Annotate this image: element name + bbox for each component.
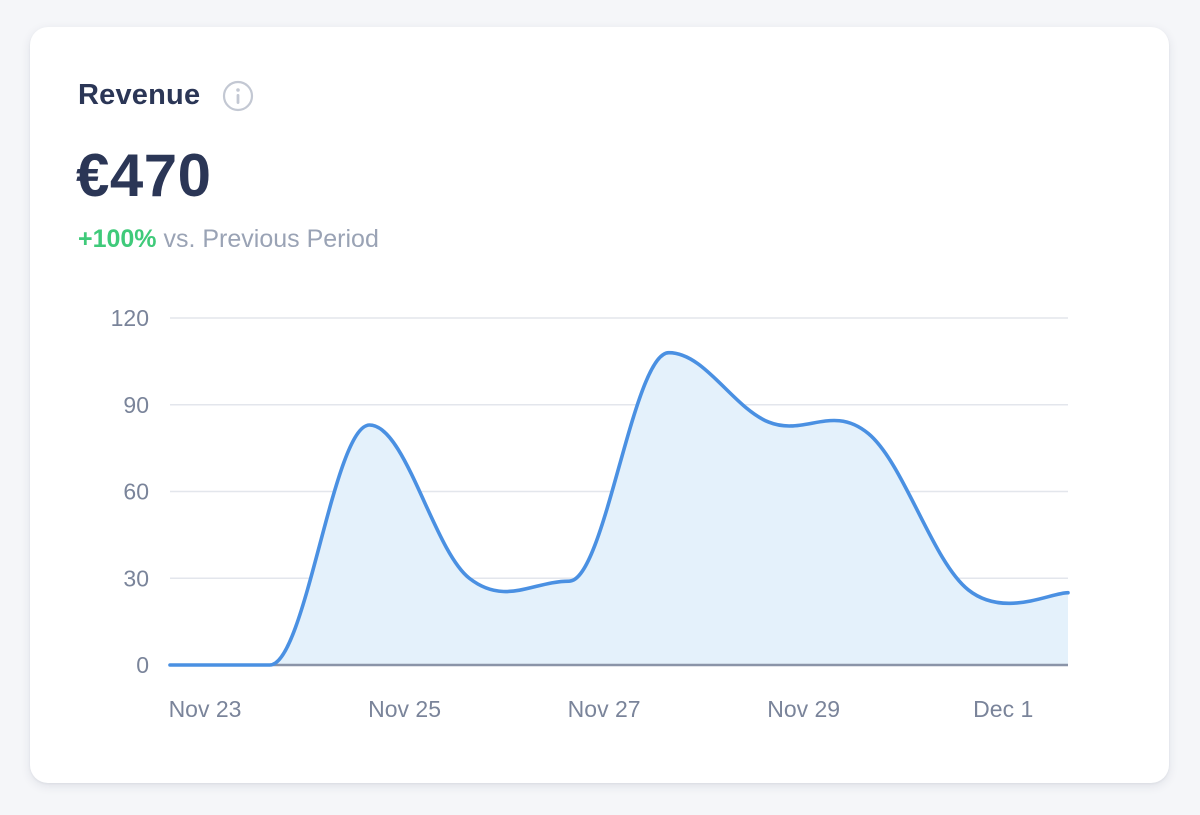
info-icon[interactable] xyxy=(222,80,254,112)
y-tick-label: 120 xyxy=(111,305,149,331)
series-area xyxy=(170,352,1068,665)
chart-svg: 0 30 60 90 120 Nov 23 Nov 25 Nov 27 Nov 29 Dec 1 xyxy=(111,305,1070,722)
x-tick-label: Nov 23 xyxy=(169,696,242,722)
card-title: Revenue xyxy=(78,79,201,111)
x-tick-label: Dec 1 xyxy=(973,696,1033,722)
change-percent: +100% xyxy=(78,225,157,253)
x-tick-label: Nov 29 xyxy=(767,696,840,722)
y-tick-label: 60 xyxy=(123,479,149,505)
revenue-amount: €470 xyxy=(76,142,212,209)
period-comparison: +100% vs. Previous Period xyxy=(78,225,379,254)
y-tick-label: 90 xyxy=(123,392,149,418)
card-header: Revenue xyxy=(78,79,254,112)
revenue-card: Revenue €470 +100% vs. Previous Period 0… xyxy=(30,27,1169,783)
x-tick-label: Nov 25 xyxy=(368,696,441,722)
x-tick-label: Nov 27 xyxy=(568,696,641,722)
revenue-chart: 0 30 60 90 120 Nov 23 Nov 25 Nov 27 Nov 29 Dec 1 xyxy=(30,27,1169,783)
series-line xyxy=(168,350,1070,667)
change-suffix: vs. Previous Period xyxy=(156,225,379,253)
y-tick-label: 30 xyxy=(123,565,149,591)
y-tick-label: 0 xyxy=(136,652,149,678)
